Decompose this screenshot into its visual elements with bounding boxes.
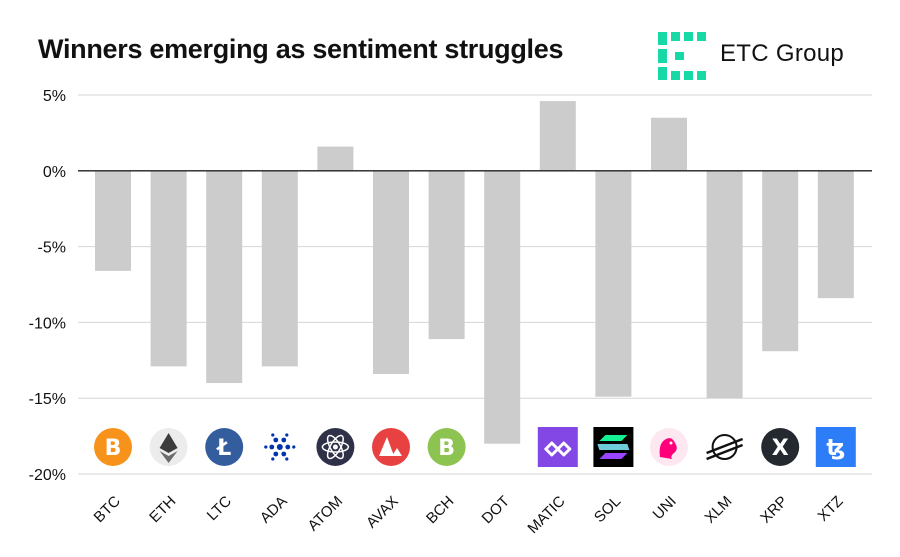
x-axis-labels: BTC ETH LTC ADA ATOM AVAX BCH DOT MATIC SOL UNI XLM… bbox=[91, 493, 847, 537]
solana-icon bbox=[593, 427, 634, 467]
cardano-icon bbox=[260, 427, 300, 467]
x-tick-label: XLM bbox=[702, 493, 736, 527]
x-tick-label: UNI bbox=[650, 493, 680, 523]
x-tick-label: XTZ bbox=[815, 493, 847, 525]
x-tick-label: AVAX bbox=[363, 493, 402, 532]
x-tick-label: SOL bbox=[591, 493, 624, 526]
y-tick-label: -15% bbox=[29, 391, 66, 408]
x-tick-label: ATOM bbox=[305, 493, 347, 535]
y-tick-label: -5% bbox=[38, 240, 66, 257]
bar-xlm bbox=[706, 170, 743, 399]
bar-uni bbox=[651, 117, 687, 171]
uniswap-icon bbox=[650, 428, 688, 466]
x-tick-label: ETH bbox=[146, 493, 179, 526]
x-tick-label: XRP bbox=[757, 493, 791, 527]
bitcoin-icon: B bbox=[94, 428, 132, 466]
tezos-icon: ꜩ bbox=[815, 427, 856, 467]
bar-bch bbox=[428, 170, 465, 340]
bar-matic bbox=[539, 101, 576, 171]
bar-atom bbox=[317, 146, 354, 171]
y-tick-label: -10% bbox=[29, 315, 66, 332]
svg-text:B: B bbox=[105, 436, 122, 461]
bar-btc bbox=[95, 170, 131, 271]
polygon-icon bbox=[537, 427, 578, 467]
avalanche-icon bbox=[372, 428, 410, 466]
bar-sol bbox=[595, 170, 632, 397]
bar-ltc bbox=[206, 170, 243, 384]
stellar-icon bbox=[705, 427, 745, 467]
bar-xtz bbox=[817, 170, 854, 299]
chart-title: Winners emerging as sentiment struggles bbox=[38, 34, 564, 64]
bars bbox=[95, 101, 854, 444]
x-tick-label: MATIC bbox=[524, 493, 568, 537]
brand-name: ETC Group bbox=[720, 40, 845, 67]
y-tick-label: -20% bbox=[29, 467, 66, 484]
cosmos-icon bbox=[316, 428, 355, 466]
bar-dot bbox=[484, 170, 521, 444]
y-tick-label: 0% bbox=[43, 164, 66, 181]
x-tick-label: BTC bbox=[91, 493, 124, 526]
litecoin-icon: Ł bbox=[205, 428, 244, 466]
bar-eth bbox=[150, 170, 187, 367]
bar-xrp bbox=[762, 170, 799, 352]
svg-text:X: X bbox=[772, 436, 789, 461]
x-tick-label: LTC bbox=[204, 493, 235, 524]
bar-avax bbox=[373, 170, 409, 374]
x-tick-label: BCH bbox=[423, 493, 457, 527]
svg-text:B: B bbox=[438, 436, 455, 461]
svg-text:ꜩ: ꜩ bbox=[826, 436, 845, 461]
ethereum-icon bbox=[149, 428, 188, 466]
x-tick-label: DOT bbox=[479, 493, 513, 527]
grid-lines bbox=[78, 94, 872, 475]
bitcoin-cash-icon: B bbox=[427, 428, 466, 466]
svg-text:Ł: Ł bbox=[216, 436, 231, 461]
xrp-icon: X bbox=[761, 428, 800, 466]
y-tick-label: 5% bbox=[43, 88, 66, 105]
x-tick-label: ADA bbox=[257, 493, 291, 527]
etc-group-logo-icon bbox=[658, 32, 706, 80]
y-axis-ticks: 5% 0% -5% -10% -15% -20% bbox=[29, 88, 66, 484]
bar-ada bbox=[261, 170, 298, 367]
